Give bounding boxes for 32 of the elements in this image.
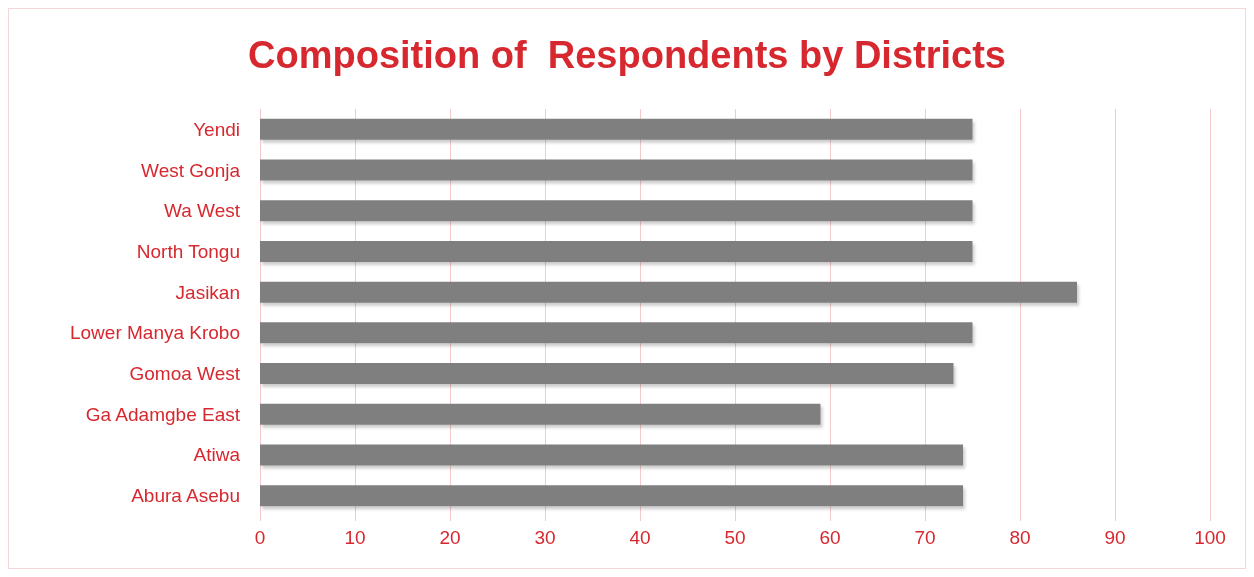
x-tick-label: 100 (1194, 527, 1226, 548)
x-tick-label: 50 (724, 527, 746, 548)
bar (260, 240, 973, 262)
bar (260, 281, 1077, 303)
x-tick-label: 80 (1009, 527, 1031, 548)
x-tick-label: 60 (819, 527, 841, 548)
y-tick-label: Atiwa (193, 444, 241, 466)
bar (260, 118, 973, 140)
bar (260, 363, 954, 385)
y-tick-label: Abura Asebu (131, 485, 240, 507)
x-tick-label: 10 (344, 527, 366, 548)
x-tick-label: 30 (534, 527, 556, 548)
bar (260, 200, 973, 222)
bar (260, 485, 963, 507)
y-tick-label: Gomoa West (129, 363, 241, 385)
y-tick-label: Jasikan (175, 281, 240, 303)
x-tick-label: 70 (914, 527, 936, 548)
bar (260, 444, 963, 466)
bar (260, 322, 973, 344)
y-tick-label: Ga Adamgbe East (85, 403, 241, 425)
x-tick-label: 20 (439, 527, 461, 548)
x-tick-label: 0 (254, 527, 266, 548)
y-tick-label: Yendi (193, 118, 240, 140)
bar (260, 159, 973, 181)
y-tick-label: Lower Manya Krobo (69, 322, 240, 344)
y-tick-label: Wa West (163, 200, 241, 222)
chart-title: Composition of Respondents by Districts (248, 34, 1006, 76)
y-tick-label: North Tongu (136, 240, 240, 262)
x-tick-label: 40 (629, 527, 651, 548)
y-tick-label: West Gonja (141, 159, 241, 181)
bar (260, 403, 821, 425)
x-tick-label: 90 (1104, 527, 1126, 548)
